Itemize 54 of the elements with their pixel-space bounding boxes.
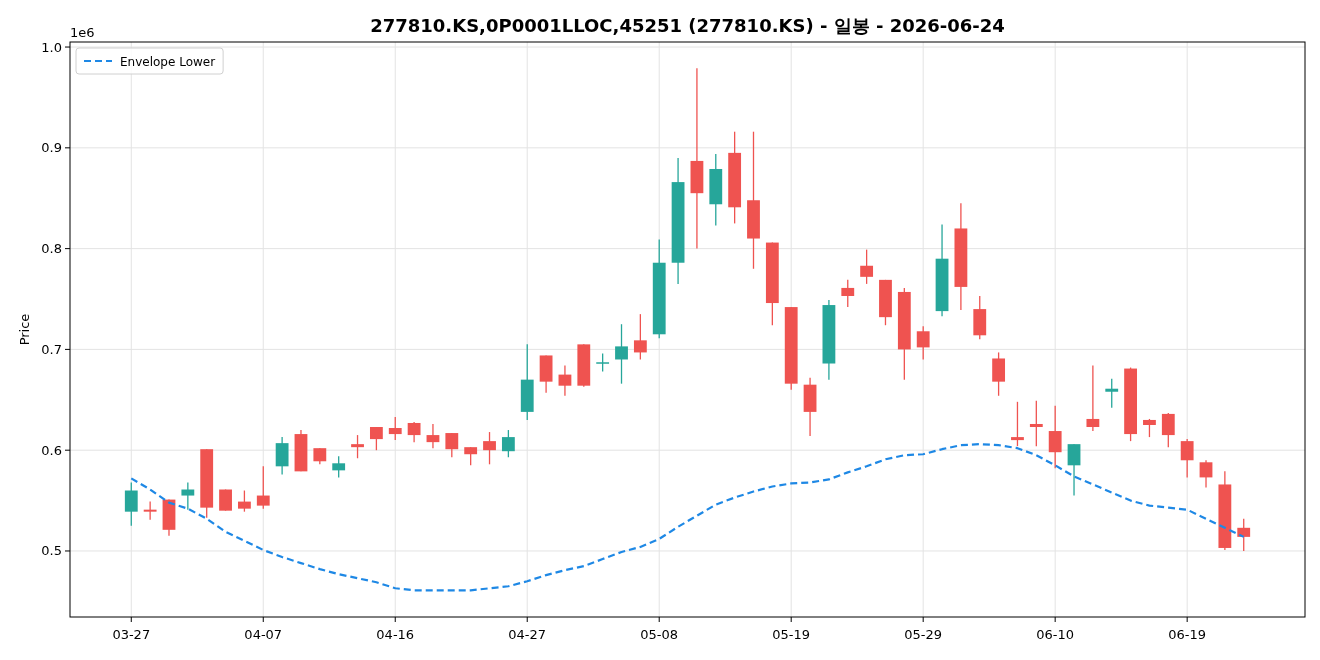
candlestick [351,434,364,459]
candlestick [860,248,874,285]
chart-title: 277810.KS,0P0001LLOC,45251 (277810.KS) - 일봉 - 2026-06-24 [370,15,1005,36]
candlestick [238,489,251,513]
candlestick [1086,364,1100,432]
candlestick [143,500,157,521]
x-tick-label: 04-16 [376,627,415,642]
candlestick [445,432,459,458]
candlestick [916,325,930,361]
candlestick [464,446,478,466]
candlestick [1237,518,1251,552]
candlestick [1161,412,1175,448]
candlestick [1029,400,1043,447]
x-tick-label: 03-27 [112,627,151,642]
candlestick [596,352,610,373]
candlestick [256,465,270,510]
y-tick-label: 1.0 [41,39,62,55]
candlestick [501,429,515,458]
candlestick [407,421,421,443]
x-tick-label: 04-07 [244,627,283,642]
candlestick [483,431,496,465]
x-tick-label: 05-29 [904,627,943,642]
candlestick [841,279,855,308]
candlestick [275,436,289,476]
candlestick [332,455,346,479]
candlestick [1011,401,1024,447]
candlestick [124,481,138,527]
y-tick-label: 0.8 [41,241,62,257]
candlestick [992,351,1006,397]
x-tick-label: 06-19 [1168,627,1207,642]
legend-label: Envelope Lower [120,54,216,69]
x-tick-label: 05-19 [772,627,811,642]
candlestick [426,423,440,449]
candlestick [1143,418,1156,438]
y-axis-title: Price [17,313,32,346]
y-tick-label: 0.5 [41,543,62,559]
candlestick [369,426,383,451]
candlestick [1105,377,1119,409]
y-tick-label: 0.6 [41,442,62,458]
candlestick [388,416,402,441]
candlestick [1199,459,1213,489]
candlestick [558,364,572,397]
y-tick-label: 0.7 [41,341,62,357]
candlestick [181,481,195,511]
candlestick [1180,438,1194,479]
candlestick [1048,405,1062,469]
candlestick [615,323,628,385]
x-tick-label: 06-10 [1036,627,1075,642]
candlestick [633,313,647,361]
x-tick-label: 04-27 [508,627,547,642]
text: 1e6 [70,25,95,40]
x-tick-label: 05-08 [640,627,679,642]
candlestick [1067,443,1081,497]
y-tick-label: 0.9 [41,140,62,156]
